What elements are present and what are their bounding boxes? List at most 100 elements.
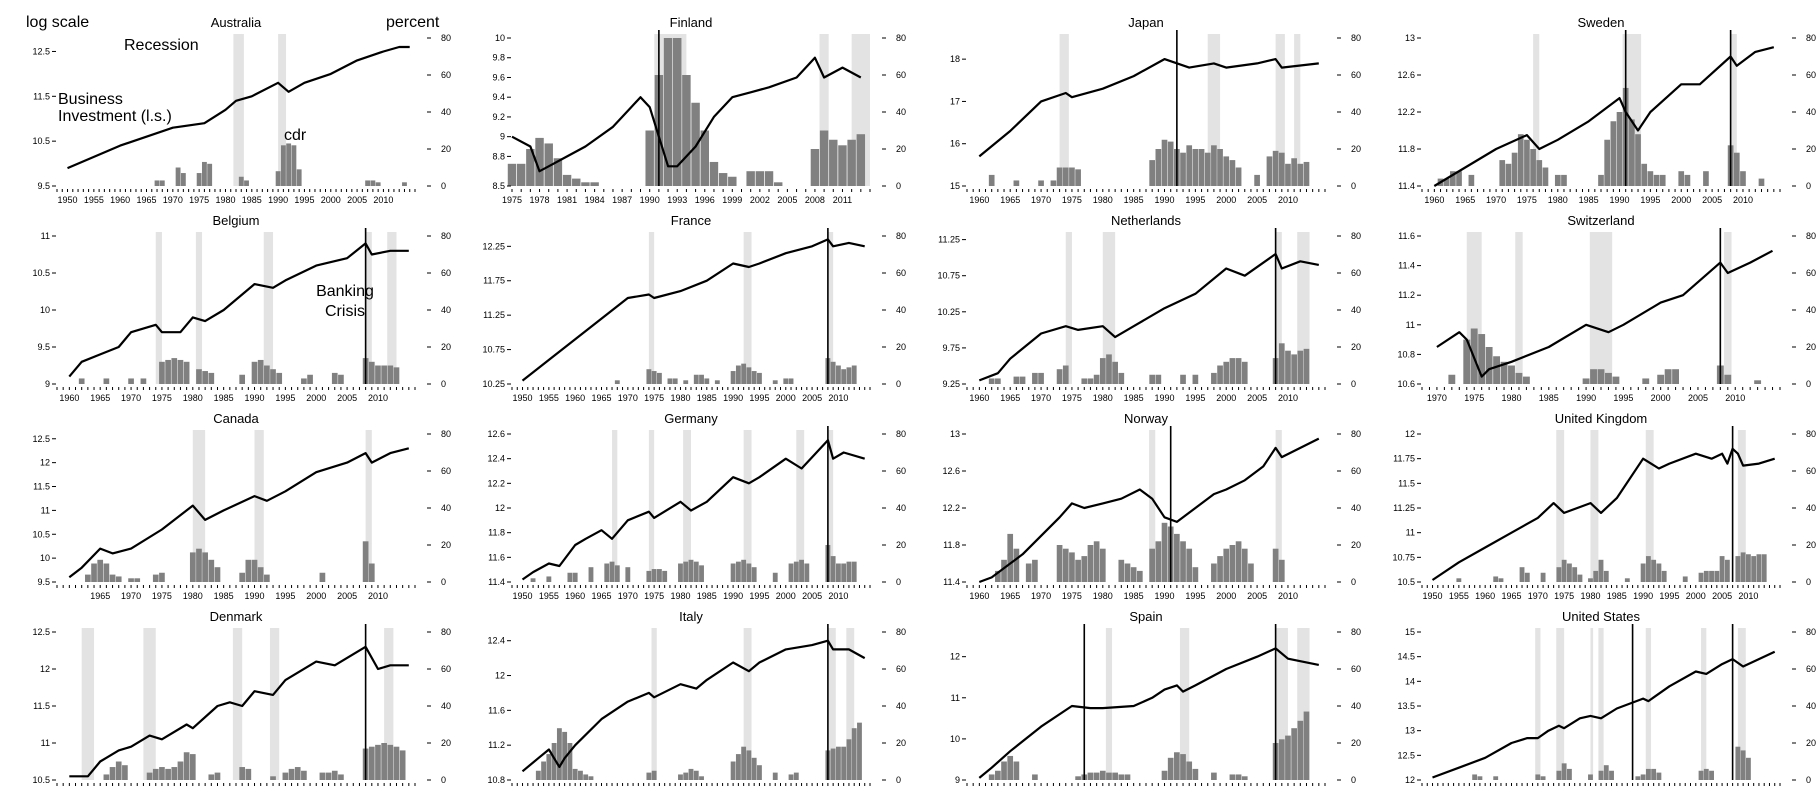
- cdr-bar: [1161, 522, 1168, 582]
- panel-title: Sweden: [1578, 15, 1625, 30]
- x-tick-label: 1970: [1031, 393, 1051, 403]
- cdr-bar: [1472, 774, 1478, 780]
- cdr-bar: [851, 728, 857, 780]
- cdr-bar: [656, 569, 662, 582]
- investment-line: [67, 45, 410, 170]
- recession-band: [743, 430, 752, 582]
- x-tick-label: 1993: [667, 195, 687, 205]
- y-tick-label: 10.5: [32, 136, 50, 146]
- panel-title: United Kingdom: [1555, 411, 1648, 426]
- panel-denmark: Denmark10.51111.51212.502040608019701980…: [32, 609, 451, 786]
- cdr-bar: [208, 372, 215, 384]
- y-tick-label: 14.5: [1397, 652, 1415, 662]
- cdr-bar: [1740, 552, 1746, 582]
- cdr-bar: [614, 565, 620, 582]
- x-tick-label: 1990: [1576, 393, 1596, 403]
- panel-title: Australia: [211, 15, 262, 30]
- x-tick-label: 1990: [1610, 195, 1630, 205]
- cdr-bar: [1303, 348, 1310, 384]
- cdr-bar: [1735, 746, 1741, 780]
- cdr-bar: [1698, 572, 1704, 582]
- cdr-bar: [1635, 776, 1641, 780]
- y-tick-label: 8.8: [492, 151, 505, 161]
- x-tick-label: 1995: [749, 393, 769, 403]
- x-tick-label: 1970: [1031, 591, 1051, 601]
- cdr-bar: [282, 772, 289, 780]
- x-tick-label: 1965: [1000, 393, 1020, 403]
- cdr-bar: [264, 365, 270, 384]
- recession-band: [651, 628, 657, 780]
- y2-tick-label: 80: [1351, 627, 1361, 637]
- x-tick-label: 2010: [828, 591, 848, 601]
- panel-united-states: United States 12 12.5 13 13.5 14 14.5 15 0 20 40 60…: [1397, 609, 1816, 786]
- y-tick-label: 11.6: [488, 705, 505, 715]
- cdr-bar: [291, 145, 297, 186]
- y-tick-label: 11.8: [1398, 144, 1415, 154]
- cdr-bar: [663, 38, 673, 186]
- cdr-bar: [572, 178, 581, 186]
- cdr-bar: [122, 765, 128, 780]
- y-tick-label: 11.6: [488, 552, 505, 562]
- cdr-bar: [159, 767, 165, 780]
- cdr-bar: [1297, 163, 1304, 186]
- cdr-bar: [583, 774, 589, 780]
- investment-line: [1432, 650, 1776, 779]
- panel-japan: Japan 15 16 17 18 0 20 40 60 80 1960 1965 1970 1975 19…: [950, 15, 1361, 205]
- y-tick-label: 18: [950, 54, 960, 64]
- cdr-bar: [1493, 776, 1499, 780]
- cdr-bar: [1013, 761, 1020, 780]
- cdr-bar: [1640, 563, 1646, 582]
- cdr-bar: [1056, 167, 1063, 186]
- cdr-bar: [788, 774, 794, 780]
- y2-tick-label: 0: [1806, 577, 1811, 587]
- x-tick-label: 1960: [969, 393, 989, 403]
- cdr-bar: [1062, 167, 1069, 186]
- y-tick-label: 10.25: [482, 379, 505, 389]
- cdr-bar: [714, 380, 720, 384]
- x-tick-label: 1950: [58, 195, 78, 205]
- cdr-bar: [214, 772, 221, 780]
- x-tick-label: 1995: [294, 195, 314, 205]
- cdr-bar: [159, 361, 165, 384]
- cdr-bar: [788, 563, 794, 582]
- x-tick-label: 2000: [1671, 195, 1691, 205]
- y2-tick-label: 20: [1806, 144, 1816, 154]
- y2-tick-label: 40: [896, 503, 906, 513]
- x-tick-label: 1955: [1449, 591, 1469, 601]
- cdr-bar: [1235, 541, 1242, 582]
- y2-tick-label: 80: [1351, 429, 1361, 439]
- cdr-bar: [296, 169, 302, 186]
- cdr-bar: [1593, 570, 1599, 582]
- x-tick-label: 1984: [585, 195, 605, 205]
- cdr-bar: [544, 143, 553, 186]
- cdr-bar: [245, 559, 252, 582]
- x-tick-label: 1990: [245, 591, 265, 601]
- cdr-bar: [1241, 776, 1248, 780]
- x-tick-label: 1990: [1155, 195, 1175, 205]
- x-tick-label: 2005: [337, 393, 357, 403]
- recession-band: [1724, 232, 1732, 384]
- y2-tick-label: 80: [896, 429, 906, 439]
- y2-tick-label: 20: [441, 144, 451, 154]
- y2-tick-label: 80: [1806, 627, 1816, 637]
- cdr-bar: [1278, 559, 1285, 582]
- cdr-bar: [294, 767, 301, 780]
- y-tick-label: 12.6: [487, 429, 505, 439]
- x-tick-label: 1975: [644, 591, 664, 601]
- cdr-bar: [672, 378, 678, 384]
- cdr-bar: [1659, 174, 1666, 186]
- y2-tick-label: 80: [1806, 231, 1816, 241]
- cdr-bar: [1635, 134, 1641, 186]
- recession-band: [1102, 232, 1116, 384]
- cdr-bar: [1511, 152, 1518, 186]
- panel-netherlands: Netherlands 9.25 9.75 10.25 10.75 11.25 0 20 40 6…: [937, 213, 1361, 403]
- y-tick-label: 10: [950, 734, 960, 744]
- cdr-bar: [1684, 174, 1691, 186]
- y2-tick-label: 60: [441, 466, 451, 476]
- cdr-bar: [1118, 559, 1125, 582]
- cdr-bar: [851, 365, 857, 384]
- recession-band: [269, 628, 280, 780]
- cdr-bar: [1597, 369, 1605, 384]
- recession-band: [155, 232, 162, 384]
- x-tick-label: 2011: [833, 195, 852, 205]
